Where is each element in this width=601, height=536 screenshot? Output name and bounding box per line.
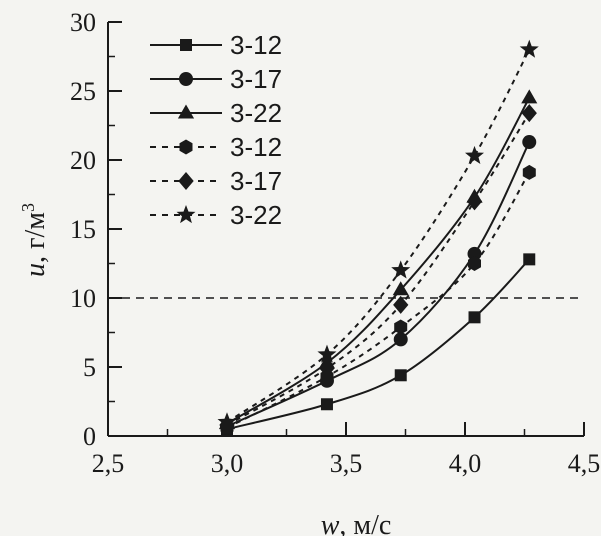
x-tick-label: 2,5	[92, 449, 125, 478]
y-axis-sup: 3	[18, 203, 38, 212]
data-point-star	[519, 39, 539, 58]
legend: 3-12 3-17 3-22 3-12 3-17 3-22	[150, 30, 282, 230]
x-tick-label: 3,5	[330, 449, 363, 478]
legend-item: 3-17	[150, 64, 282, 94]
y-axis-unit: , г/м	[20, 212, 51, 263]
y-axis-var: u	[20, 263, 51, 277]
y-tick-label: 10	[70, 284, 96, 313]
x-axis-unit: , м/с	[339, 510, 391, 536]
legend-marker-square	[180, 39, 192, 51]
axes: 0 5 10 15 20 25 30 2,5 3,0 3,5 4,0 4,5	[70, 8, 600, 478]
data-point-diamond	[393, 295, 409, 314]
y-tick-label: 15	[70, 215, 96, 244]
legend-marker-diamond	[178, 172, 194, 190]
y-axis-label: u, г/м3	[18, 203, 51, 277]
data-point-square	[468, 311, 481, 324]
plot-area	[108, 39, 582, 436]
y-tick-label: 5	[83, 353, 96, 382]
y-tick-label: 0	[83, 422, 96, 451]
x-tick-label: 4,5	[568, 449, 601, 478]
data-point-diamond	[521, 104, 537, 123]
data-point-triangle	[521, 89, 538, 104]
data-point-hexagon	[394, 319, 408, 335]
data-point-diamond	[319, 359, 335, 378]
y-tick-label: 30	[70, 8, 96, 37]
data-point-star	[217, 412, 237, 431]
legend-label: 3-17	[230, 64, 282, 94]
legend-label: 3-22	[230, 98, 282, 128]
y-tick-label: 25	[70, 77, 96, 106]
x-tick-label: 3,0	[211, 449, 244, 478]
data-point-square	[394, 369, 407, 382]
legend-item: 3-22	[150, 200, 282, 230]
data-point-circle	[522, 135, 537, 150]
legend-item: 3-12	[150, 132, 282, 162]
data-point-star	[465, 145, 484, 164]
data-point-circle	[393, 332, 408, 347]
legend-marker-triangle	[177, 104, 195, 119]
legend-label: 3-12	[230, 132, 282, 162]
data-point-square	[523, 253, 536, 266]
data-point-triangle	[392, 281, 409, 296]
data-point-circle	[467, 246, 482, 261]
legend-item: 3-17	[150, 166, 282, 196]
x-axis-var: w	[321, 510, 340, 536]
y-tick-label: 20	[70, 146, 96, 175]
legend-marker-star	[176, 205, 196, 224]
x-axis-label: w, м/с	[321, 510, 392, 536]
data-point-hexagon	[468, 256, 481, 271]
legend-item: 3-22	[150, 98, 282, 128]
legend-item: 3-12	[150, 30, 282, 60]
legend-label: 3-17	[230, 166, 282, 196]
series-6	[217, 39, 539, 431]
data-point-diamond	[466, 192, 483, 211]
legend-label: 3-22	[230, 200, 282, 230]
legend-marker-circle	[179, 72, 193, 86]
x-tick-label: 4,0	[449, 449, 482, 478]
legend-marker-hexagon	[179, 139, 193, 155]
data-point-hexagon	[522, 164, 536, 180]
data-point-star	[317, 344, 337, 363]
legend-label: 3-12	[230, 30, 282, 60]
data-point-star	[391, 260, 411, 279]
data-point-square	[320, 398, 333, 411]
